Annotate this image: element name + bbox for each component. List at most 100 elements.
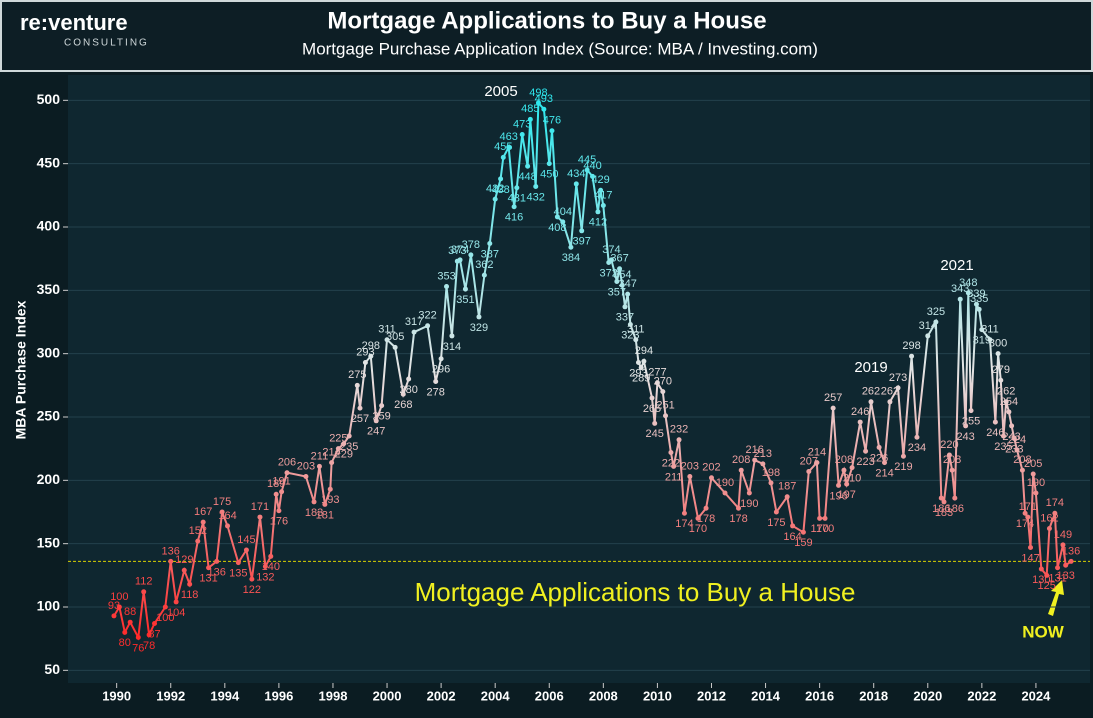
data-label: 485 [521, 103, 539, 115]
point [476, 314, 482, 320]
x-tick-label: 1994 [210, 688, 240, 703]
point [598, 187, 604, 193]
data-label: 208 [943, 454, 961, 466]
point [206, 565, 212, 571]
point [887, 399, 893, 405]
data-label: 335 [970, 293, 988, 305]
data-label: 434 [567, 168, 585, 180]
data-label: 164 [783, 531, 801, 543]
point [519, 132, 525, 138]
data-label: 438 [491, 184, 509, 196]
data-label: 229 [335, 449, 353, 461]
point [141, 589, 147, 595]
data-label: 311 [378, 324, 396, 336]
point [938, 495, 944, 501]
data-label: 183 [305, 507, 323, 519]
data-label: 78 [143, 640, 155, 652]
point [525, 163, 531, 169]
data-label: 254 [1000, 396, 1018, 408]
data-label: 373 [448, 245, 466, 257]
data-label: 132 [256, 571, 274, 583]
data-label: 416 [505, 212, 523, 224]
data-label: 208 [835, 454, 853, 466]
point [790, 523, 796, 529]
point [1006, 409, 1012, 415]
point [243, 547, 249, 553]
point [1046, 525, 1052, 531]
data-label: 357 [608, 286, 626, 298]
point [900, 453, 906, 459]
point [1011, 436, 1017, 442]
point [284, 470, 290, 476]
x-tick-label: 2004 [481, 688, 511, 703]
data-label: 213 [754, 448, 772, 460]
x-tick-label: 2022 [967, 688, 996, 703]
data-label: 429 [591, 174, 609, 186]
point [876, 444, 882, 450]
point [327, 486, 333, 492]
data-label: 147 [1021, 552, 1039, 564]
data-label: 131 [1048, 573, 1066, 585]
point [357, 405, 363, 411]
annotation: Mortgage Applications to Buy a House [415, 577, 856, 607]
data-label: 298 [902, 340, 920, 352]
point [368, 353, 374, 359]
data-label: 243 [956, 431, 974, 443]
point [1052, 510, 1058, 516]
annotation: NOW [1022, 622, 1065, 641]
point [560, 219, 566, 225]
point [511, 204, 517, 210]
point [200, 519, 206, 525]
data-label: 87 [148, 628, 160, 640]
data-label: 145 [237, 534, 255, 546]
data-label: 129 [175, 554, 193, 566]
data-label: 220 [940, 439, 958, 451]
point [1060, 542, 1066, 548]
point [1000, 433, 1006, 439]
point [822, 515, 828, 521]
data-label: 337 [616, 312, 634, 324]
x-tick-label: 2008 [589, 688, 618, 703]
point [746, 490, 752, 496]
point [214, 558, 220, 564]
point [262, 563, 268, 569]
point [619, 282, 625, 288]
data-label: 131 [199, 573, 217, 585]
x-tick-label: 1992 [156, 688, 185, 703]
point [863, 448, 869, 454]
data-label: 176 [270, 516, 288, 528]
x-tick-label: 2018 [859, 688, 888, 703]
data-label: 170 [689, 523, 707, 535]
data-label: 311 [627, 324, 645, 336]
point [433, 379, 439, 385]
data-label: 136 [162, 545, 180, 557]
data-label: 210 [843, 473, 861, 485]
point [573, 181, 579, 187]
point [362, 360, 368, 366]
point [1063, 562, 1069, 568]
annotation: 2019 [854, 359, 887, 376]
data-label: 93 [108, 600, 120, 612]
data-label: 412 [589, 217, 607, 229]
point [963, 423, 969, 429]
point [379, 403, 385, 409]
point [800, 529, 806, 535]
point [276, 508, 282, 514]
data-label: 322 [418, 310, 436, 322]
data-label: 175 [213, 496, 231, 508]
point [817, 515, 823, 521]
point [549, 128, 555, 134]
point [995, 351, 1001, 357]
point [111, 613, 117, 619]
point [992, 419, 998, 425]
point [844, 481, 850, 487]
data-label: 294 [635, 345, 653, 357]
point [1030, 471, 1036, 477]
data-label: 171 [251, 501, 269, 513]
data-label: 450 [540, 169, 558, 181]
data-label: 432 [527, 191, 545, 203]
data-label: 208 [732, 454, 750, 466]
point [952, 495, 958, 501]
point [195, 538, 201, 544]
annotation: 2021 [940, 257, 973, 274]
